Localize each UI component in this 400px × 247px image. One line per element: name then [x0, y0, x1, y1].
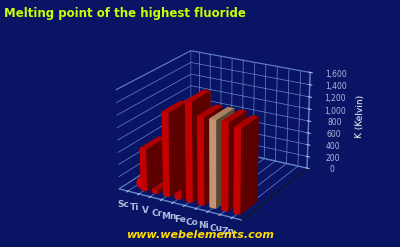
Text: Melting point of the highest fluoride: Melting point of the highest fluoride — [4, 7, 246, 21]
Text: www.webelements.com: www.webelements.com — [126, 230, 274, 240]
